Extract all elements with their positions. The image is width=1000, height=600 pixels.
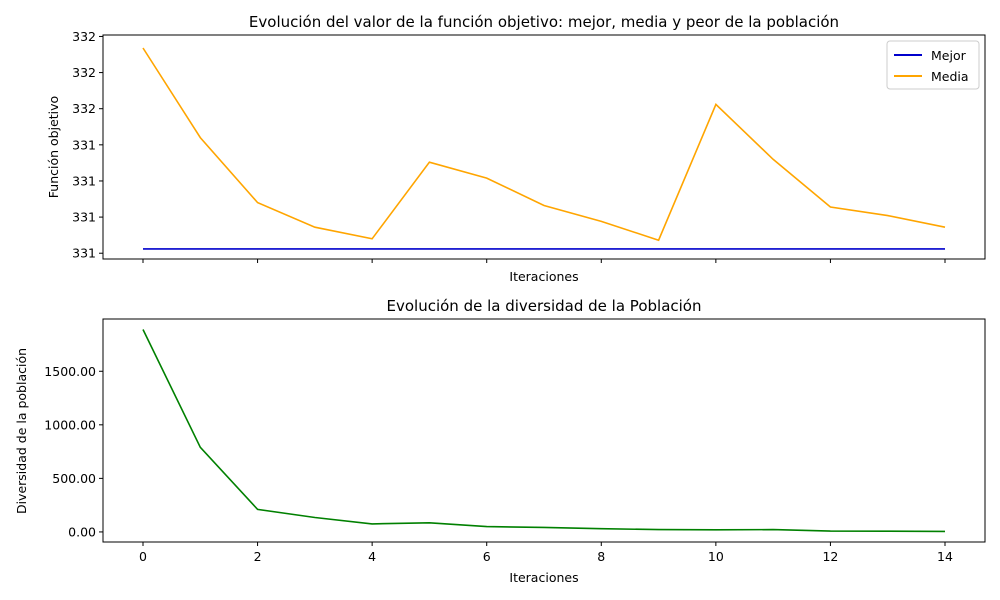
chart-title-diversity: Evolución de la diversidad de la Poblaci… [387, 297, 702, 315]
y-tick-label-1-3: 1500.00 [44, 364, 96, 379]
subplot-objective: Evolución del valor de la función objeti… [46, 13, 986, 284]
plot-area-diversity: 0.00 500.00 1000.00 1500.00 0 2 4 6 8 10 12 14 [44, 329, 953, 564]
y-tick-label-0-5: 332 [72, 65, 96, 80]
y-tick-label-1-1: 500.00 [52, 471, 96, 486]
x-tick-label-6: 12 [822, 549, 838, 564]
x-tick-label-2: 4 [368, 549, 376, 564]
chart-title-objective: Evolución del valor de la función objeti… [249, 13, 839, 31]
legend-label-mejor: Mejor [931, 48, 967, 63]
legend-label-media: Media [931, 69, 969, 84]
y-tick-label-0-0: 331 [72, 246, 96, 261]
plot-area-objective: 331 331 331 331 332 332 332 [72, 29, 946, 263]
axes-frame-objective [102, 34, 986, 260]
subplot-diversity: Evolución de la diversidad de la Poblaci… [14, 297, 986, 585]
legend: Mejor Media [886, 40, 980, 90]
y-tick-label-0-3: 331 [72, 137, 96, 152]
x-tick-label-4: 8 [597, 549, 605, 564]
y-tick-label-0-4: 332 [72, 101, 96, 116]
y-axis-label-diversity: Diversidad de la población [14, 348, 29, 514]
y-tick-label-0-1: 331 [72, 210, 96, 225]
series-line-media [142, 47, 946, 242]
x-tick-label-5: 10 [708, 549, 724, 564]
x-tick-label-0: 0 [139, 549, 147, 564]
series-line-series-0 [142, 329, 946, 533]
axes-frame-diversity [102, 318, 986, 543]
x-tick-label-1: 2 [254, 549, 262, 564]
x-axis-label-objective: Iteraciones [509, 269, 578, 284]
x-tick-label-7: 14 [937, 549, 953, 564]
x-axis-label-diversity: Iteraciones [509, 570, 578, 585]
y-tick-label-0-6: 332 [72, 29, 96, 44]
y-tick-label-1-2: 1000.00 [44, 417, 96, 432]
y-tick-label-1-0: 0.00 [68, 524, 96, 539]
y-axis-label-objective: Función objetivo [46, 96, 61, 198]
y-tick-label-0-2: 331 [72, 173, 96, 188]
x-tick-label-3: 6 [483, 549, 491, 564]
